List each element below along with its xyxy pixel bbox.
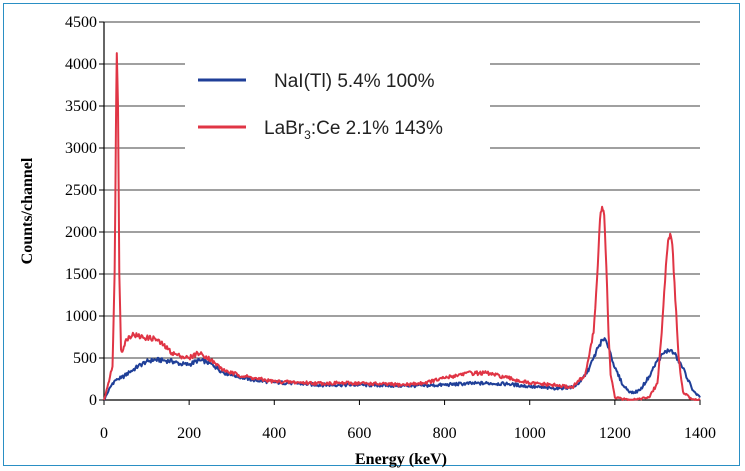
legend-label-labr-rest: :Ce 2.1% 143% <box>311 118 443 139</box>
legend-label-labr: LaBr3:Ce 2.1% 143% <box>264 118 443 142</box>
axes: 0 500 1000 1500 2000 2500 3000 3500 4000 4500 0 200… <box>65 14 716 442</box>
y-tick-label: 1000 <box>65 308 97 325</box>
x-tick-label: 800 <box>433 425 457 442</box>
y-tick-label: 3500 <box>65 98 97 115</box>
legend-label-labr-subscript: 3 <box>304 128 311 142</box>
x-tick-label: 200 <box>177 425 201 442</box>
y-tick-label: 4500 <box>65 14 97 31</box>
y-tick-label: 4000 <box>65 56 97 73</box>
x-tick-label: 1000 <box>514 425 546 442</box>
legend-label-nai: NaI(Tl) 5.4% 100% <box>274 71 435 92</box>
legend-label-labr-main: LaBr <box>264 118 305 139</box>
series-line-labr <box>103 52 701 401</box>
series-lines <box>103 52 701 401</box>
legend-box <box>185 62 490 150</box>
y-axis-title: Counts/channel <box>19 157 36 264</box>
y-tick-label: 2000 <box>65 224 97 241</box>
y-tick-label: 0 <box>89 392 97 409</box>
x-tick-label: 400 <box>262 425 286 442</box>
x-tick-label: 1200 <box>599 425 631 442</box>
x-tick-label: 1400 <box>684 425 716 442</box>
x-axis-title: Energy (keV) <box>355 451 447 468</box>
y-tick-label: 500 <box>73 350 97 367</box>
y-tick-label: 2500 <box>65 182 97 199</box>
x-tick-label: 600 <box>347 425 371 442</box>
x-tick-label: 0 <box>100 425 108 442</box>
legend: NaI(Tl) 5.4% 100% LaBr3:Ce 2.1% 143% <box>198 71 443 142</box>
y-tick-label: 1500 <box>65 266 97 283</box>
y-tick-label: 3000 <box>65 140 97 157</box>
